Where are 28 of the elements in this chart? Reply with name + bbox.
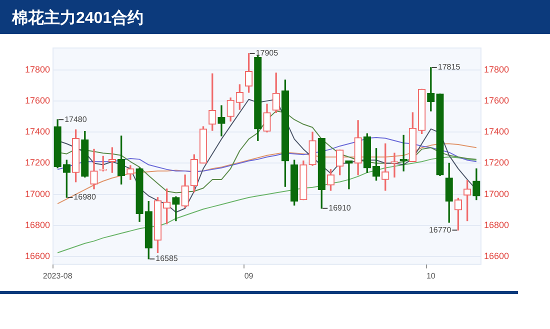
y2-tick-label: 16800	[484, 220, 510, 230]
candlestick	[218, 105, 226, 136]
y2-tick-label: 17000	[484, 188, 510, 199]
annotation: 16910	[328, 204, 352, 213]
annotation: 17905	[256, 48, 279, 58]
chart-title: 棉花主力2401合约	[12, 8, 144, 29]
y-tick-label: 17800	[24, 64, 50, 74]
x-tick-label: 10	[426, 271, 436, 280]
x-tick-label: 09	[244, 271, 254, 280]
y2-tick-label: 17200	[484, 158, 510, 168]
annotation: 16980	[74, 192, 96, 202]
annotation: 16585	[156, 254, 178, 264]
y2-tick-label: 17800	[484, 64, 510, 74]
candlestick	[345, 160, 353, 190]
y-tick-label: 17600	[24, 95, 50, 106]
y-tick-label: 17000	[24, 188, 50, 199]
candlestick	[390, 152, 398, 178]
annotation: 17480	[64, 114, 88, 124]
y-tick-label: 16600	[24, 251, 50, 262]
annotation: 17815	[438, 62, 461, 72]
y-tick-label: 17200	[24, 158, 50, 168]
y2-tick-label: 17400	[484, 126, 510, 137]
y2-tick-label: 16600	[484, 251, 510, 262]
x-tick-label: 2023-08	[42, 271, 73, 280]
annotation: 16770	[428, 225, 452, 234]
y-tick-label: 16800	[24, 220, 50, 230]
y-tick-label: 17400	[24, 126, 50, 137]
y2-tick-label: 17600	[484, 95, 510, 106]
